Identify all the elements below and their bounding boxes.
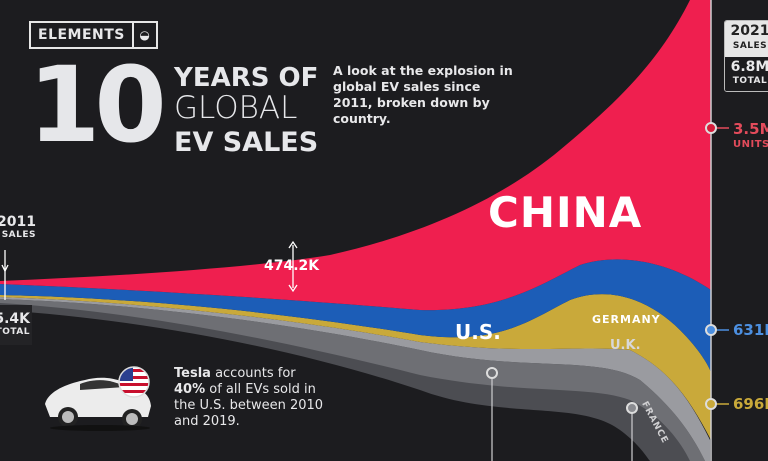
start-total-value: 5.4K bbox=[0, 311, 30, 327]
tesla-note-text-2: of all EVs sold in the U.S. between 2010… bbox=[174, 382, 324, 429]
tesla-note-bold-2: 40% bbox=[174, 382, 206, 397]
brand-name: ELEMENTS bbox=[38, 27, 125, 43]
tesla-note: Tesla accounts for 40% of all EVs sold i… bbox=[174, 366, 324, 430]
series-germany bbox=[0, 294, 711, 440]
germany-end-value: 696K bbox=[733, 395, 768, 413]
brand-logo: ELEMENTS ◒ bbox=[29, 21, 158, 49]
tesla-note-bold-1: Tesla bbox=[174, 366, 211, 381]
tesla-note-text-1: accounts for bbox=[210, 366, 296, 381]
end-total: 6.8M bbox=[730, 59, 768, 75]
china-end-unit: UNITS bbox=[733, 139, 768, 150]
series-label-china: CHINA bbox=[488, 188, 643, 237]
start-total: 5.4K TOTAL bbox=[0, 311, 30, 337]
start-year-label: 2011 SALES bbox=[0, 214, 36, 240]
series-china bbox=[0, 0, 711, 311]
end-sales-label: SALES bbox=[732, 41, 768, 51]
start-total-label: TOTAL bbox=[0, 327, 30, 337]
subtitle: A look at the explosion in global EV sal… bbox=[333, 63, 513, 126]
series-label-germany: GERMANY bbox=[592, 313, 661, 326]
end-total-label: TOTAL bbox=[732, 76, 768, 86]
arrow-down-icon bbox=[288, 284, 298, 293]
start-sales-label: SALES bbox=[1, 230, 36, 240]
series-france bbox=[0, 299, 705, 461]
series-label-us: U.S. bbox=[455, 320, 501, 344]
start-arrow-icon bbox=[1, 264, 9, 273]
start-year: 2011 bbox=[0, 214, 36, 230]
marker-dot-us bbox=[705, 324, 717, 336]
end-year-box: 2021 SALES 6.8M TOTAL bbox=[724, 20, 768, 92]
title-number: 10 bbox=[28, 44, 167, 166]
china-measure-label: 474.2K bbox=[264, 258, 320, 274]
callout-dot-france bbox=[626, 402, 638, 414]
china-end-value: 3.5M bbox=[733, 120, 768, 138]
arrow-up-icon bbox=[288, 240, 298, 249]
series-label-uk: U.K. bbox=[610, 338, 641, 353]
series-others-band-2 bbox=[0, 310, 650, 461]
callout-dot-uk bbox=[486, 367, 498, 379]
title-line-3: EV SALES bbox=[174, 127, 319, 158]
start-total-box bbox=[0, 305, 32, 345]
series-us bbox=[0, 259, 711, 372]
title-line-1: YEARS OF bbox=[174, 63, 319, 93]
end-year: 2021 bbox=[730, 23, 768, 39]
us-end-value: 631K bbox=[733, 321, 768, 339]
marker-dot-germany bbox=[705, 398, 717, 410]
us-flag-icon bbox=[118, 366, 150, 398]
title-line-2: GLOBAL bbox=[174, 90, 298, 126]
elements-logo-icon: ◒ bbox=[131, 23, 156, 47]
marker-dot-china bbox=[705, 122, 717, 134]
